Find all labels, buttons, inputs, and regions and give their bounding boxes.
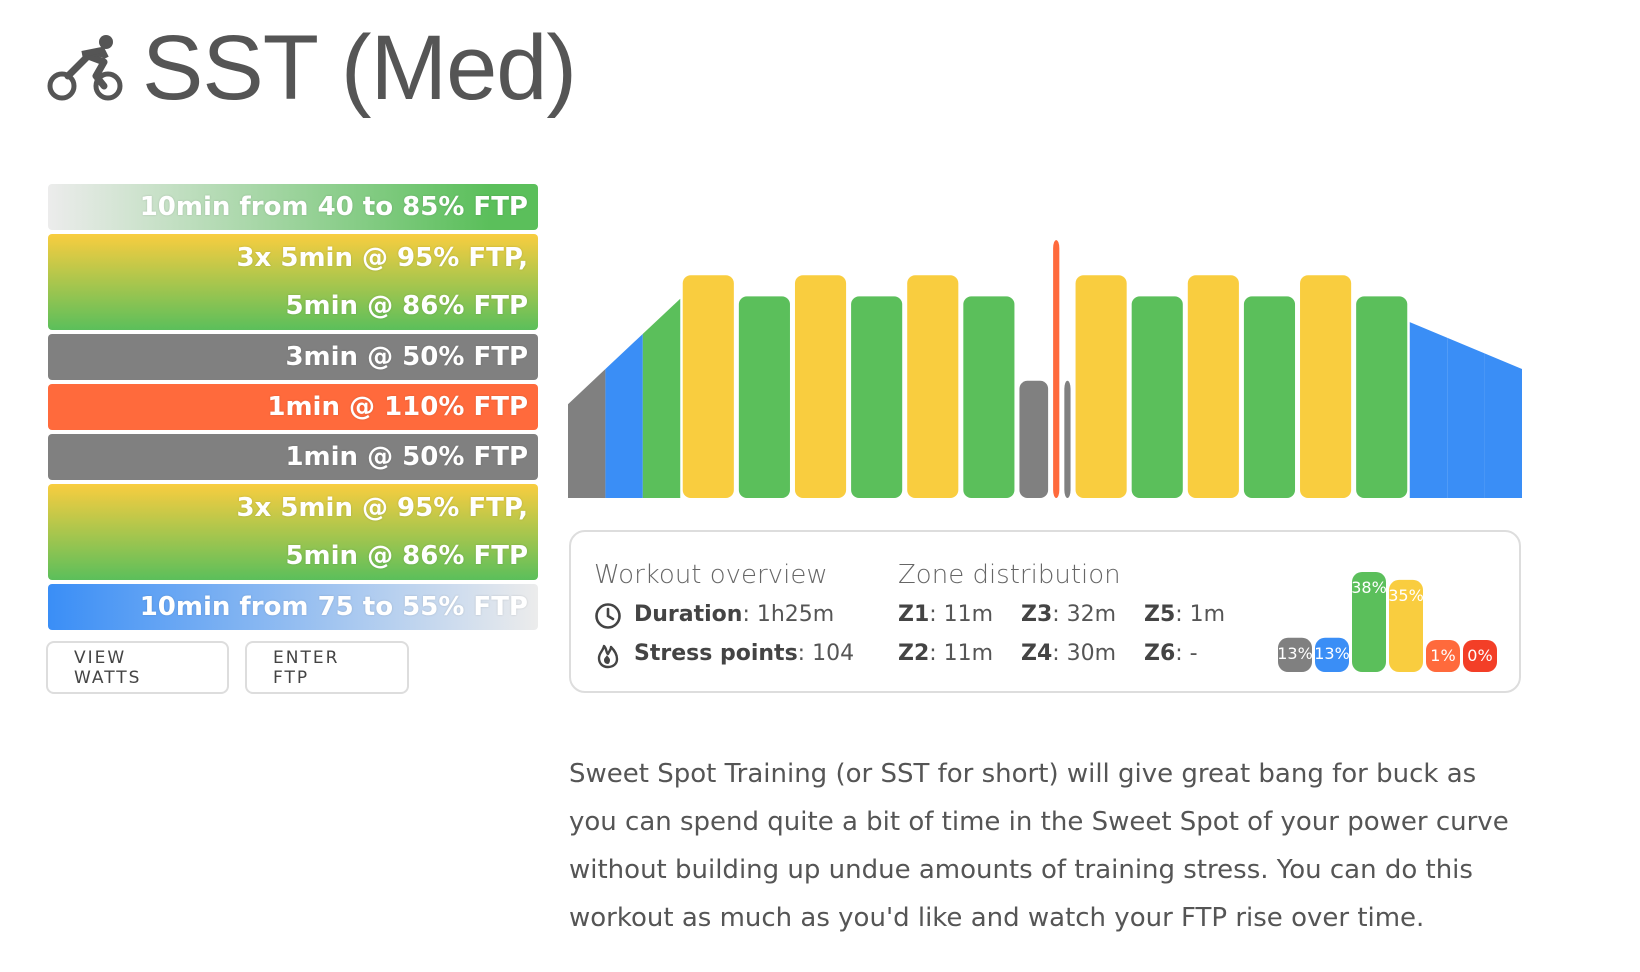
profile-ramp-slice bbox=[1484, 353, 1522, 498]
step-text: 3x 5min @ 95% FTP, bbox=[236, 243, 528, 273]
workout-overview-panel: Workout overview Duration: 1h25m Stress … bbox=[569, 530, 1521, 693]
step-effort: 1min @ 110% FTP bbox=[48, 384, 538, 430]
step-text: 5min @ 86% FTP bbox=[285, 291, 528, 321]
zone-bar-label: 0% bbox=[1467, 646, 1492, 665]
workout-profile-chart bbox=[568, 240, 1522, 498]
zone-bar bbox=[1389, 579, 1423, 672]
zone-z6: Z6: - bbox=[1144, 641, 1198, 666]
title-row: SST (Med) bbox=[46, 17, 577, 119]
zone-z3: Z3: 32m bbox=[1021, 602, 1117, 627]
zone-bar bbox=[1426, 640, 1460, 672]
zone-bar bbox=[1278, 637, 1312, 672]
profile-ramp-slice bbox=[1409, 322, 1448, 498]
workout-description: Sweet Spot Training (or SST for short) w… bbox=[569, 759, 1509, 933]
step-text: 10min from 75 to 55% FTP bbox=[139, 592, 528, 622]
step-recovery-1: 3min @ 50% FTP bbox=[48, 334, 538, 380]
profile-ramp-slice bbox=[1447, 337, 1485, 498]
profile-ramp-slice bbox=[568, 369, 606, 498]
step-text: 10min from 40 to 85% FTP bbox=[139, 192, 528, 222]
step-text: 3min @ 50% FTP bbox=[285, 342, 528, 372]
zone-bar-label: 13% bbox=[1314, 644, 1350, 663]
zone-distribution-chart: 13% 13% 38% 35% 1% 0% bbox=[1277, 572, 1497, 672]
flame-icon bbox=[597, 644, 619, 669]
profile-interval-bar bbox=[1064, 380, 1071, 498]
cyclist-icon bbox=[47, 35, 123, 101]
profile-interval-bar bbox=[851, 296, 903, 498]
profile-interval-bar bbox=[1053, 240, 1060, 498]
zone-bar bbox=[1463, 640, 1497, 672]
stress-label: Stress points bbox=[634, 641, 798, 666]
zone-z4: Z4: 30m bbox=[1021, 641, 1117, 666]
zone-bar-label: 35% bbox=[1388, 586, 1424, 605]
step-cooldown: 10min from 75 to 55% FTP bbox=[48, 584, 538, 630]
profile-interval-bar bbox=[682, 275, 734, 498]
profile-interval-bar bbox=[1243, 296, 1296, 498]
profile-ramp-slice bbox=[605, 333, 643, 498]
clock-icon bbox=[595, 603, 621, 629]
enter-ftp-button[interactable]: ENTER FTP bbox=[245, 641, 409, 694]
duration-row: Duration: 1h25m bbox=[634, 602, 834, 627]
profile-interval-bar bbox=[1187, 275, 1239, 498]
zone-bar-label: 13% bbox=[1277, 644, 1313, 663]
step-interval-set-1: 3x 5min @ 95% FTP, 5min @ 86% FTP bbox=[48, 234, 538, 330]
profile-interval-bar bbox=[963, 296, 1015, 498]
profile-interval-bar bbox=[1019, 380, 1049, 498]
page-title: SST (Med) bbox=[142, 17, 577, 119]
profile-interval-bar bbox=[1131, 296, 1183, 498]
zone-bar bbox=[1352, 572, 1386, 672]
zone-z2: Z2: 11m bbox=[898, 641, 994, 666]
step-text: 1min @ 110% FTP bbox=[267, 392, 528, 422]
profile-ramp-slice bbox=[642, 298, 681, 498]
step-recovery-2: 1min @ 50% FTP bbox=[48, 434, 538, 480]
step-warmup: 10min from 40 to 85% FTP bbox=[48, 184, 538, 230]
zone-bar-label: 38% bbox=[1351, 578, 1387, 597]
zone-bar-label: 1% bbox=[1430, 646, 1455, 665]
step-text: 5min @ 86% FTP bbox=[285, 541, 528, 571]
step-text: 3x 5min @ 95% FTP, bbox=[236, 493, 528, 523]
view-watts-button[interactable]: VIEW WATTS bbox=[46, 641, 229, 694]
zone-z5: Z5: 1m bbox=[1144, 602, 1226, 627]
step-interval-set-2: 3x 5min @ 95% FTP, 5min @ 86% FTP bbox=[48, 484, 538, 580]
action-buttons: VIEW WATTS ENTER FTP bbox=[46, 641, 409, 694]
zone-z1: Z1: 11m bbox=[898, 602, 994, 627]
profile-interval-bar bbox=[907, 275, 959, 498]
profile-interval-bar bbox=[1356, 296, 1408, 498]
profile-interval-bar bbox=[1300, 275, 1352, 498]
stress-row: Stress points: 104 bbox=[634, 641, 854, 666]
zone-bar bbox=[1315, 637, 1349, 672]
step-text: 1min @ 50% FTP bbox=[285, 442, 528, 472]
duration-label: Duration bbox=[634, 602, 743, 627]
duration-value: : 1h25m bbox=[742, 602, 835, 627]
profile-interval-bar bbox=[1075, 275, 1127, 498]
workout-steps: 10min from 40 to 85% FTP 3x 5min @ 95% F… bbox=[48, 184, 538, 634]
profile-interval-bar bbox=[794, 275, 847, 498]
profile-interval-bar bbox=[738, 296, 790, 498]
zone-distribution-heading: Zone distribution bbox=[898, 560, 1121, 590]
workout-overview-heading: Workout overview bbox=[594, 560, 828, 590]
stress-value: : 104 bbox=[797, 641, 855, 666]
